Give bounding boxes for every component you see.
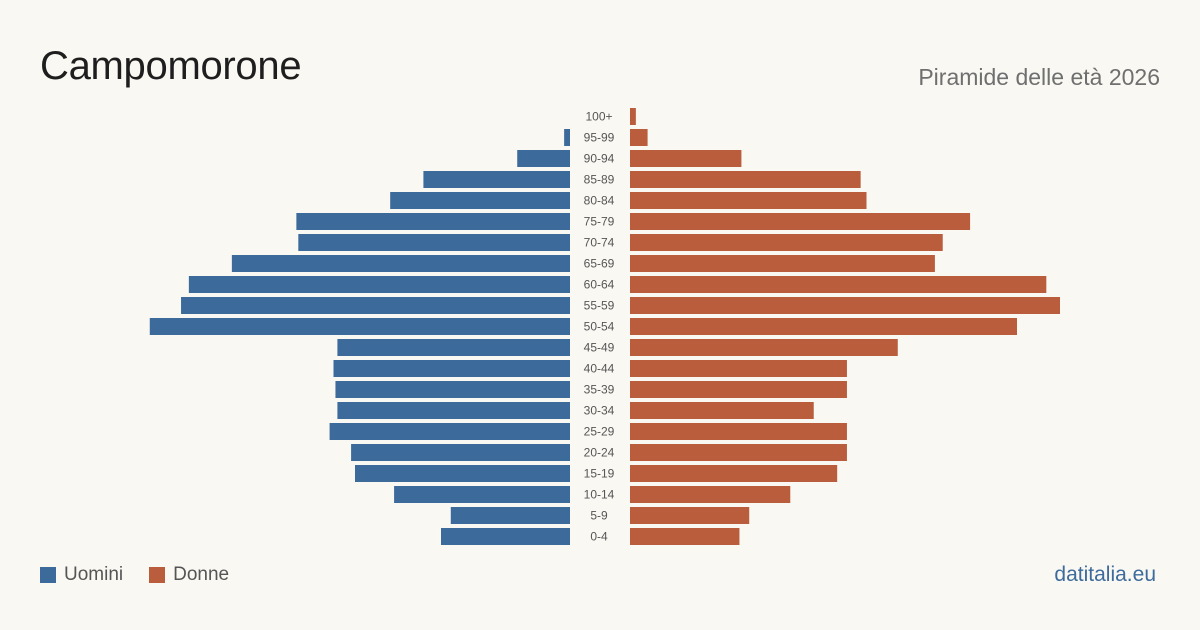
age-label-25-29: 25-29 — [584, 425, 615, 439]
bar-women-75-79 — [630, 213, 971, 230]
bar-women-20-24 — [630, 444, 847, 461]
age-label-10-14: 10-14 — [584, 488, 615, 502]
age-label-90-94: 90-94 — [584, 152, 615, 166]
legend-label-women: Donne — [173, 564, 230, 585]
bar-women-70-74 — [630, 234, 943, 251]
legend-swatch-women — [149, 567, 166, 583]
brand-link[interactable]: datitalia.eu — [1054, 563, 1156, 586]
bar-men-95-99 — [564, 129, 570, 146]
bar-women-30-34 — [630, 402, 814, 419]
bar-women-45-49 — [630, 339, 898, 356]
bar-women-25-29 — [630, 423, 847, 440]
bar-men-40-44 — [333, 360, 570, 377]
bar-men-25-29 — [329, 423, 570, 440]
bar-men-10-14 — [394, 486, 570, 503]
age-label-55-59: 55-59 — [584, 299, 615, 313]
bar-men-70-74 — [298, 234, 570, 251]
age-label-15-19: 15-19 — [584, 467, 615, 481]
age-label-40-44: 40-44 — [584, 362, 615, 376]
bar-men-90-94 — [517, 150, 570, 167]
page-title: Campomorone — [40, 44, 302, 88]
age-label-100+: 100+ — [585, 110, 612, 124]
legend-item-men: Uomini — [40, 564, 123, 586]
bar-men-50-54 — [149, 318, 571, 335]
bar-men-35-39 — [335, 381, 570, 398]
bar-women-40-44 — [630, 360, 847, 377]
bar-men-45-49 — [337, 339, 570, 356]
age-label-95-99: 95-99 — [584, 131, 615, 145]
bar-men-80-84 — [390, 192, 570, 209]
legend-swatch-men — [40, 567, 56, 583]
bar-men-65-69 — [231, 255, 570, 272]
bar-women-15-19 — [630, 465, 838, 482]
bar-women-95-99 — [630, 129, 648, 146]
age-label-20-24: 20-24 — [584, 446, 615, 460]
bar-women-10-14 — [630, 486, 791, 503]
legend-label-men: Uomini — [64, 564, 124, 585]
bar-men-60-64 — [188, 276, 570, 293]
age-label-60-64: 60-64 — [584, 278, 615, 292]
bar-women-85-89 — [630, 171, 861, 188]
age-label-0-4: 0-4 — [590, 530, 608, 544]
age-label-70-74: 70-74 — [584, 236, 615, 250]
age-label-35-39: 35-39 — [584, 383, 615, 397]
age-label-65-69: 65-69 — [584, 257, 615, 271]
age-label-45-49: 45-49 — [584, 341, 615, 355]
age-label-5-9: 5-9 — [590, 509, 608, 523]
bar-women-0-4 — [630, 528, 740, 545]
bar-men-85-89 — [423, 171, 570, 188]
age-label-75-79: 75-79 — [584, 215, 615, 229]
bar-women-100+ — [630, 108, 636, 125]
age-label-30-34: 30-34 — [584, 404, 615, 418]
legend-item-women: Donne — [149, 564, 229, 586]
bar-women-35-39 — [630, 381, 847, 398]
bar-women-60-64 — [630, 276, 1047, 293]
bar-women-80-84 — [630, 192, 867, 209]
bar-men-0-4 — [441, 528, 570, 545]
bar-women-90-94 — [630, 150, 742, 167]
bar-men-20-24 — [351, 444, 570, 461]
age-label-50-54: 50-54 — [584, 320, 615, 334]
bar-men-30-34 — [337, 402, 570, 419]
age-label-85-89: 85-89 — [584, 173, 615, 187]
bar-women-5-9 — [630, 507, 750, 524]
age-label-80-84: 80-84 — [584, 194, 615, 208]
bar-women-55-59 — [630, 297, 1060, 314]
bar-men-55-59 — [181, 297, 570, 314]
bar-men-15-19 — [355, 465, 570, 482]
bar-women-50-54 — [630, 318, 1017, 335]
chart-legend: Uomini Donne — [40, 564, 255, 586]
chart-subtitle: Piramide delle età 2026 — [918, 64, 1160, 90]
bar-women-65-69 — [630, 255, 935, 272]
bar-men-5-9 — [450, 507, 570, 524]
bar-men-75-79 — [296, 213, 570, 230]
